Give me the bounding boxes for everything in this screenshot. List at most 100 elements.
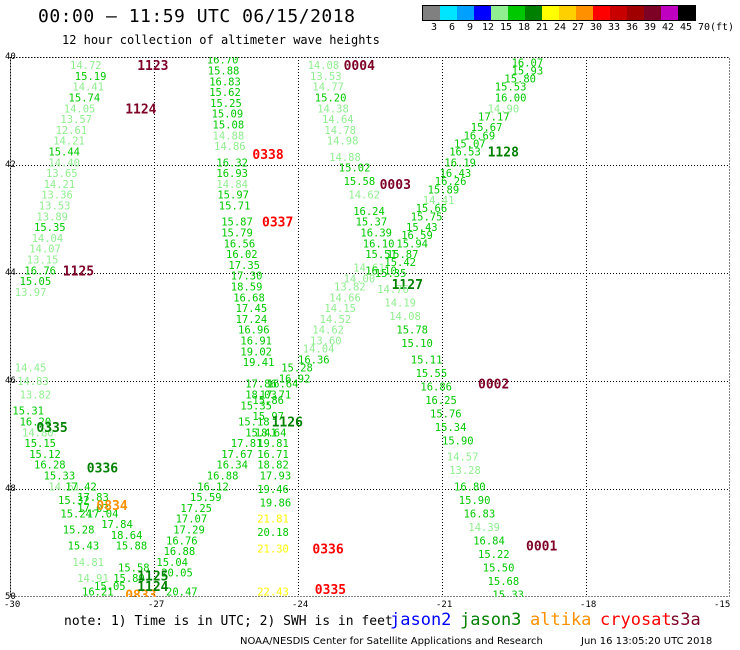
wave-height-reading: 14.62 (348, 190, 380, 202)
wave-height-reading: 16.25 (425, 395, 457, 407)
scale-swatch (440, 6, 457, 20)
wave-height-reading: 13.53 (310, 71, 342, 83)
scale-label: 33 (608, 22, 621, 33)
color-scale-bar (422, 5, 696, 21)
wave-height-reading: 14.41 (72, 82, 104, 94)
wave-height-reading: 14.78 (324, 125, 356, 137)
wave-height-reading: 13.15 (27, 255, 59, 267)
wave-height-reading: 15.75 (411, 211, 443, 223)
scale-swatch (644, 6, 661, 20)
wave-height-reading: 20.05 (161, 568, 193, 580)
wave-height-reading: 17.29 (173, 525, 205, 537)
wave-height-reading: 14.04 (32, 233, 64, 245)
lon-label: -27 (148, 600, 165, 610)
wave-height-reading: 16.19 (444, 157, 476, 169)
wave-height-reading: 18.64 (255, 427, 287, 439)
wave-height-reading: 16.26 (435, 176, 467, 188)
scale-label: 42 (662, 22, 675, 33)
generated-timestamp: Jun 16 13:05:20 UTC 2018 (581, 636, 713, 647)
wave-height-reading: 15.04 (156, 557, 188, 569)
wave-height-reading: 22.43 (257, 587, 289, 597)
wave-height-reading: 15.58 (118, 562, 150, 574)
scale-label: 24 (554, 22, 567, 33)
wave-height-reading: 15.71 (219, 201, 251, 213)
wave-height-reading: 17.25 (180, 503, 212, 515)
wave-height-reading: 16.71 (257, 449, 289, 461)
wave-height-reading: 18.59 (231, 282, 263, 294)
wave-height-reading: 15.87 (221, 217, 253, 229)
track-time-label: 0337 (262, 216, 293, 231)
track-time-label: 0336 (87, 461, 118, 476)
wave-height-reading: 15.44 (48, 147, 80, 159)
color-scale-labels: 3 6 9 12 15 18 21 24 27 30 33 36 39 42 45 70 (ft) (422, 22, 740, 34)
wave-height-reading: 14.07 (29, 244, 61, 256)
wave-height-reading: 13.82 (334, 282, 366, 294)
wave-height-reading: 15.10 (401, 338, 433, 350)
scale-label: 15 (500, 22, 513, 33)
wave-height-reading: 18.64 (111, 530, 143, 542)
wave-height-reading: 17.42 (65, 481, 97, 493)
scale-label: 30 (590, 22, 603, 33)
wave-height-reading: 15.51 (365, 249, 397, 261)
wave-height-reading: 16.10 (363, 238, 395, 250)
wave-height-reading: 16.83 (209, 76, 241, 88)
scale-label: 6 (449, 22, 456, 33)
track-time-label: 1125 (63, 264, 94, 279)
wave-height-reading: 15.02 (339, 163, 371, 175)
wave-height-reading: 14.04 (303, 344, 335, 356)
scale-swatch (610, 6, 627, 20)
wave-height-reading: 15.24 (60, 508, 92, 520)
wave-height-reading: 16.20 (20, 417, 52, 429)
wave-height-reading: 15.41 (245, 427, 277, 439)
lat-label: 48 (5, 484, 16, 494)
lon-label: -30 (4, 600, 21, 610)
wave-height-reading: 14.08 (308, 60, 340, 72)
wave-height-reading: 16.76 (166, 535, 198, 547)
wave-height-reading: 14.64 (322, 114, 354, 126)
wave-height-reading: 14.77 (312, 82, 344, 94)
wave-height-reading: 14.15 (324, 303, 356, 315)
wave-height-reading: 16.84 (473, 535, 505, 547)
wave-height-reading: 16.76 (24, 265, 56, 277)
wave-height-reading: 15.12 (29, 449, 61, 461)
legend-altika: altika (530, 610, 592, 630)
wave-height-reading: 15.11 (411, 354, 443, 366)
wave-height-reading: 15.86 (252, 395, 284, 407)
wave-height-reading: 14.80 (22, 427, 54, 439)
scale-label: 70 (698, 22, 711, 33)
wave-height-reading: 14.66 (329, 292, 361, 304)
wave-height-reading: 16.68 (233, 292, 265, 304)
footer-note: note: 1) Time is in UTC; 2) SWH is in fe… (64, 614, 393, 629)
wave-height-reading: 14.61 (353, 263, 385, 275)
wave-height-reading: 17.81 (231, 438, 263, 450)
wave-height-reading: 14.41 (423, 195, 455, 207)
wave-height-reading: 16.56 (224, 238, 256, 250)
wave-height-reading: 21.30 (257, 543, 289, 555)
track-time-label: 0002 (478, 378, 509, 393)
lat-label: 44 (5, 268, 16, 278)
track-time-label: 0335 (36, 421, 67, 436)
scale-label: 36 (626, 22, 639, 33)
track-time-label: 0833 (125, 588, 156, 597)
wave-height-reading: 15.97 (217, 190, 249, 202)
legend-s3a: s3a (670, 610, 701, 630)
wave-height-reading: 15.66 (416, 203, 448, 215)
wave-height-reading: 19.02 (240, 346, 272, 358)
track-time-label: 0003 (380, 178, 411, 193)
wave-height-reading: 15.53 (495, 82, 527, 94)
track-time-label: 0004 (344, 59, 375, 74)
wave-height-reading: 19.81 (257, 438, 289, 450)
wave-height-reading: 15.55 (416, 368, 448, 380)
wave-height-reading: 16.96 (238, 325, 270, 337)
wave-height-reading: 15.79 (221, 228, 253, 240)
wave-height-reading: 20.18 (257, 527, 289, 539)
wave-height-reading: 16.91 (240, 336, 272, 348)
legend-cryosat: cryosat (600, 610, 672, 630)
track-time-label: 0335 (315, 583, 346, 597)
wave-height-reading: 15.94 (396, 238, 428, 250)
wave-height-reading: 15.05 (20, 276, 52, 288)
wave-height-reading: 16.86 (420, 381, 452, 393)
wave-height-reading: 14.45 (15, 363, 47, 375)
wave-height-reading: 17.17 (478, 111, 510, 123)
wave-height-reading: 16.07 (512, 57, 544, 69)
